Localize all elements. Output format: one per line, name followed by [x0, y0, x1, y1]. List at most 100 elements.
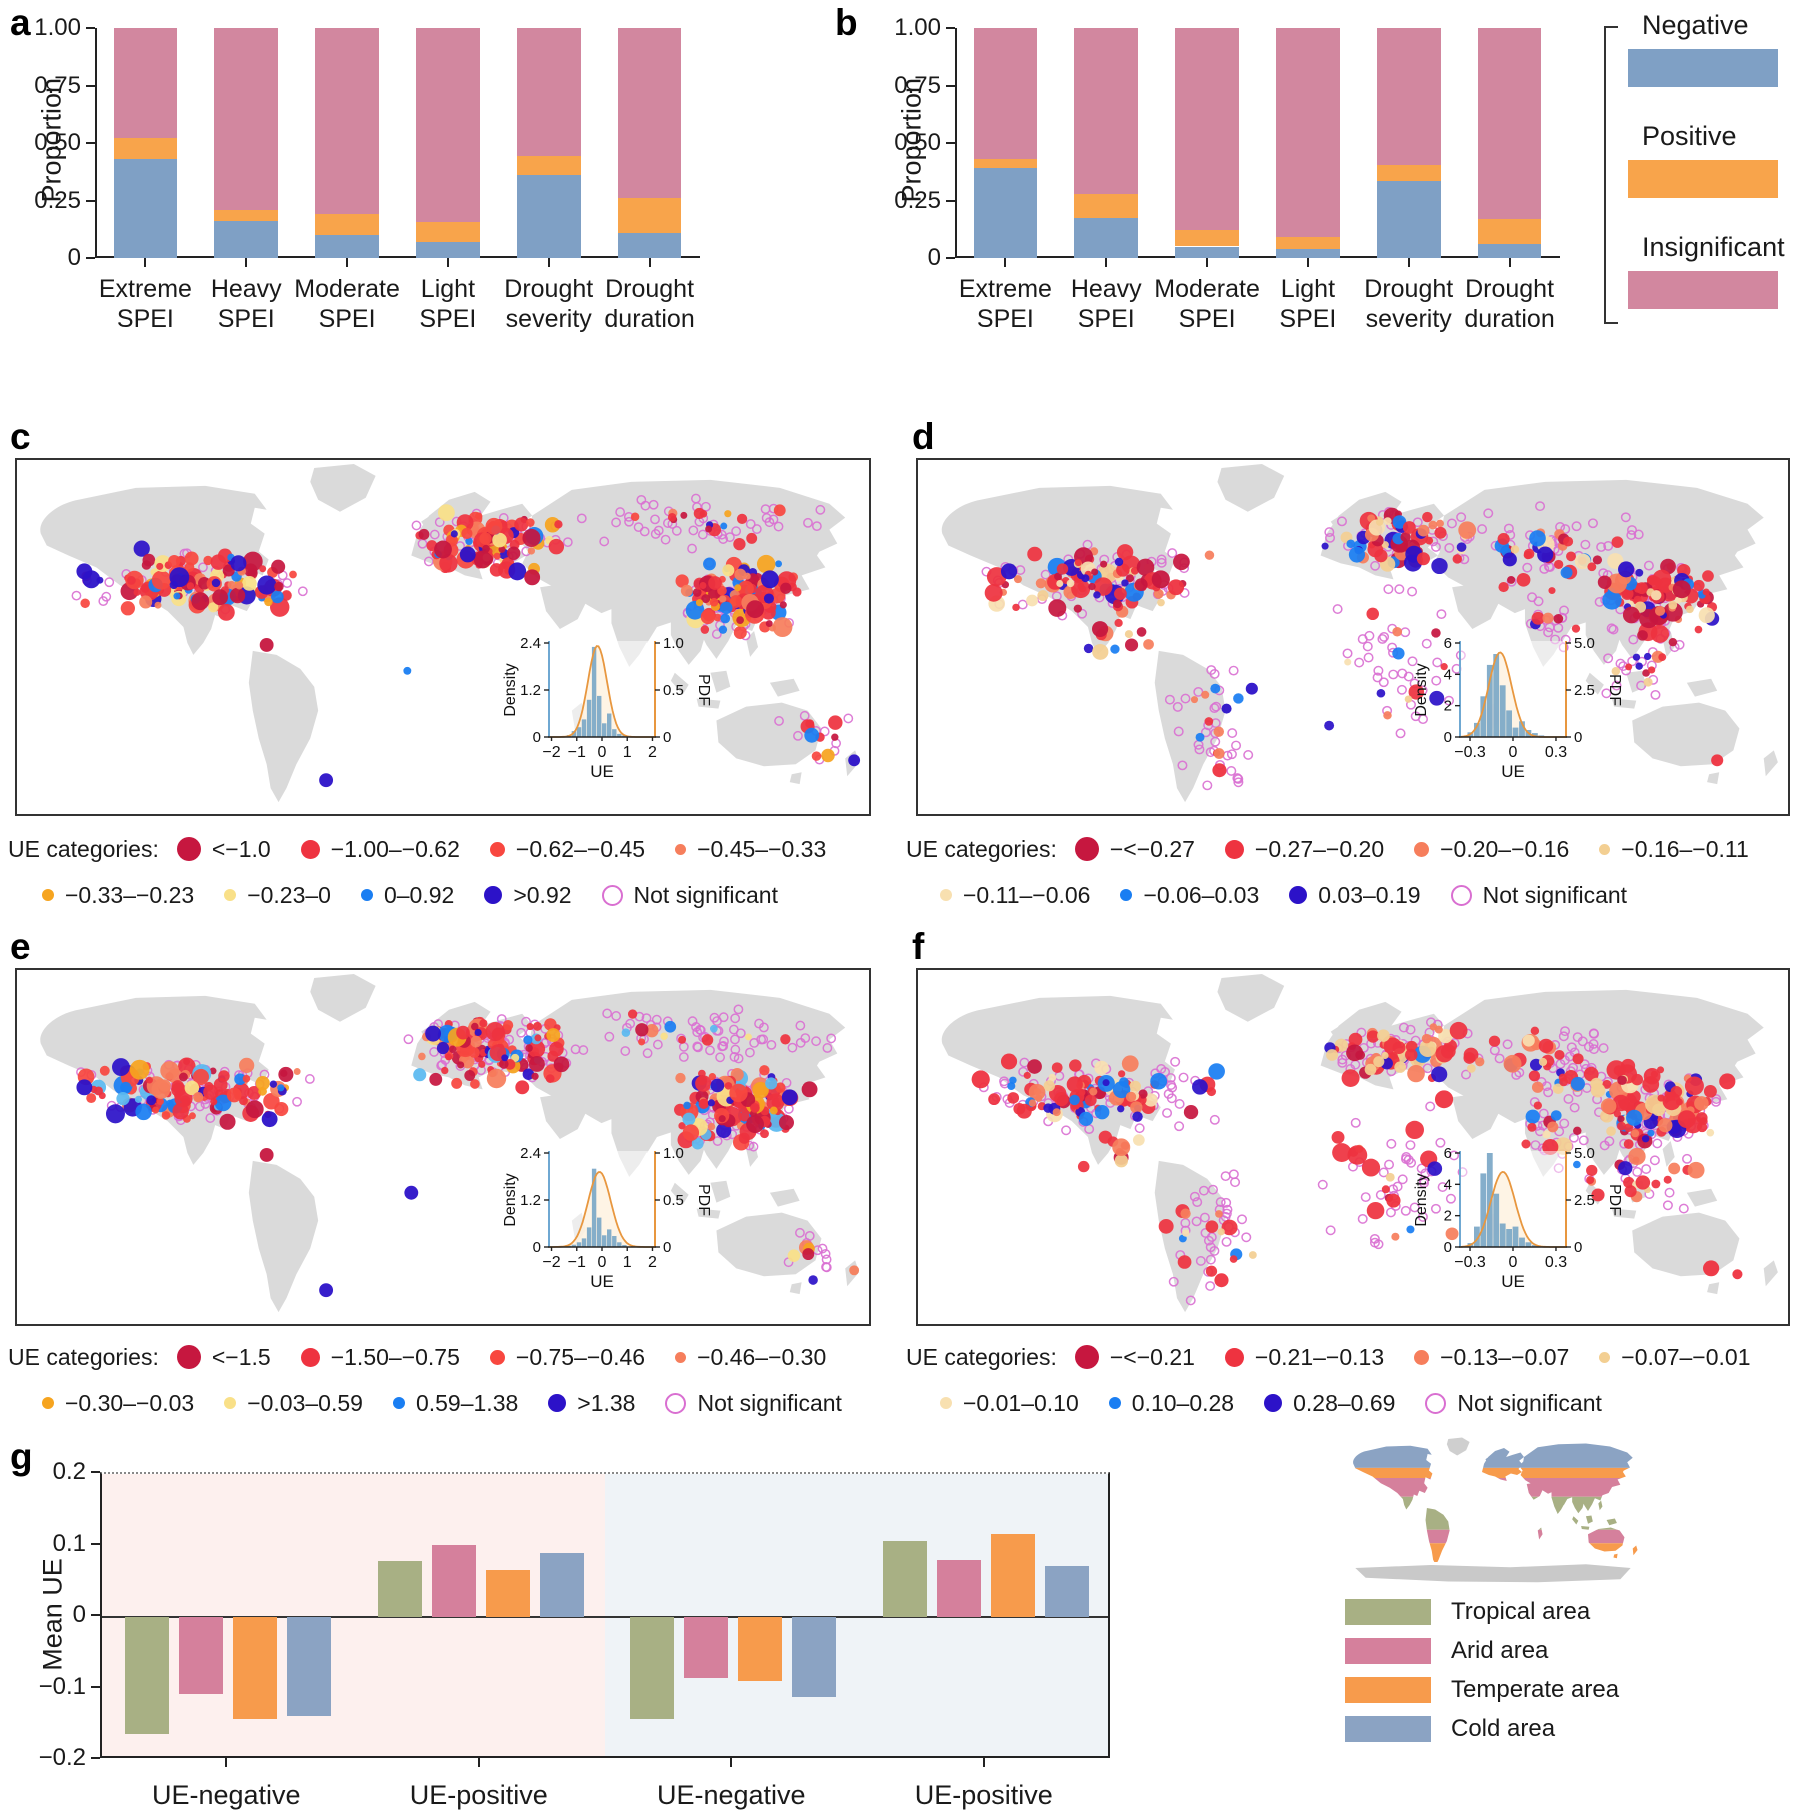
bar-segment-positive: [1074, 193, 1138, 218]
ue-marker: [660, 1032, 668, 1041]
bar-segment-positive: [516, 155, 581, 176]
left-tick-label: 6: [1444, 635, 1452, 652]
ue-marker: [1488, 1035, 1501, 1047]
continent-shape: [670, 672, 689, 695]
continent-shape: [769, 1188, 800, 1207]
x-tick-label: −2: [542, 744, 560, 761]
not-significant-marker: [1627, 656, 1638, 667]
not-significant-marker: [1324, 527, 1335, 538]
ue-marker: [1043, 1103, 1054, 1113]
ue-marker: [178, 1072, 188, 1082]
not-significant-marker: [1397, 1174, 1408, 1185]
not-significant-marker: [678, 1052, 689, 1062]
not-significant-marker: [688, 525, 699, 536]
ue-marker: [1324, 720, 1335, 731]
ue-marker: [457, 1061, 465, 1069]
continent-shape: [248, 650, 319, 803]
ue-marker: [247, 1086, 262, 1100]
not-significant-marker: [718, 534, 729, 544]
ue-marker: [1538, 1057, 1548, 1067]
climate-label: Arid area: [1451, 1637, 1549, 1664]
ue-marker: [1217, 1228, 1225, 1236]
ue-marker: [1210, 683, 1221, 694]
ue-marker: [1687, 1161, 1705, 1179]
not-significant-marker: [1397, 668, 1408, 679]
not-significant-marker: [751, 524, 762, 535]
group-bar-temperate: [990, 1534, 1035, 1617]
ue-marker: [1394, 1061, 1407, 1073]
ue-marker: [1078, 1111, 1094, 1126]
ue-marker: [527, 547, 536, 555]
climate-band: [1353, 1543, 1638, 1562]
histogram-bar: [1512, 1227, 1519, 1248]
ue-marker: [1635, 662, 1643, 670]
group-bar-temperate: [485, 1569, 530, 1617]
ue-marker: [525, 1044, 533, 1052]
group-bar-arid: [431, 1544, 476, 1617]
ue-marker: [1144, 1093, 1158, 1107]
not-significant-marker: [1170, 1056, 1181, 1067]
not-significant-marker: [198, 562, 208, 573]
ue-marker-large: [1677, 1110, 1696, 1129]
not-significant-marker: [1227, 728, 1238, 738]
y-tick-label: 0.75: [894, 71, 941, 99]
ue-marker-large: [1214, 1273, 1229, 1288]
ue-marker: [1658, 653, 1667, 661]
bar-segment-negative: [1376, 180, 1441, 258]
ue-marker: [1348, 546, 1366, 563]
ue-marker: [1381, 541, 1389, 549]
bar-segment-positive: [416, 222, 480, 242]
not-significant-marker: [1398, 1022, 1409, 1033]
legend-item-label: −<−0.21: [1109, 1343, 1195, 1370]
x-tick-mark: [144, 258, 147, 267]
bar-segment-insignificant: [973, 28, 1038, 160]
not-significant-marker: [652, 1039, 663, 1050]
x-group-label: UE-positive: [914, 1780, 1053, 1810]
ue-marker: [1573, 1126, 1582, 1135]
ue-marker: [188, 1112, 196, 1120]
x-category-label: Light SPEI: [419, 275, 477, 333]
ue-marker: [1602, 590, 1622, 610]
not-significant-marker: [625, 1018, 636, 1029]
not-significant-marker: [648, 499, 659, 510]
not-significant-marker: [1538, 1108, 1549, 1119]
not-significant-marker: [1325, 1225, 1336, 1236]
not-significant-marker: [717, 1041, 727, 1052]
legend-swatch: [1628, 271, 1778, 309]
legend-item-label: −0.01–0.10: [963, 1389, 1079, 1416]
category-dot-icon: [1120, 889, 1133, 901]
ue-marker: [172, 1102, 189, 1120]
ue-marker: [1617, 1075, 1627, 1086]
not-significant-marker: [1237, 1214, 1248, 1225]
ue-marker: [1631, 1129, 1640, 1138]
y-tick-label: 0.25: [34, 186, 81, 214]
left-tick-label: 2.4: [520, 635, 541, 652]
ue-marker: [1048, 599, 1067, 617]
ue-marker: [281, 590, 292, 601]
continent-shape: [1217, 973, 1285, 1022]
ue-marker: [779, 601, 787, 609]
not-significant-marker: [1378, 677, 1389, 688]
ue-marker: [1182, 1229, 1190, 1237]
group-bar-arid: [684, 1617, 729, 1678]
ue-marker: [526, 1023, 534, 1031]
ue-marker: [1647, 666, 1656, 674]
x-tick-label: 2: [648, 1254, 657, 1271]
category-dot-icon: [1414, 1349, 1430, 1365]
legend-item-label: 0.10–0.28: [1131, 1389, 1235, 1416]
not-significant-marker: [1649, 1155, 1660, 1166]
panel-label-d: d: [912, 416, 935, 457]
continent-shape: [696, 1208, 721, 1219]
ue-marker: [235, 581, 244, 590]
left-tick-label: 6: [1444, 1145, 1452, 1162]
x-category-label: Heavy SPEI: [210, 275, 282, 333]
ue-marker: [418, 528, 430, 540]
ue-marker: [1124, 638, 1139, 652]
map-panel-c: 0 1.2 2.4 0 0.5 1.0 −2 −1 0 1 2 Density PDF UE: [15, 458, 871, 816]
continent-shape: [746, 631, 759, 657]
ue-marker: [437, 504, 455, 522]
histogram-bar: [606, 713, 612, 738]
ue-marker-large: [191, 592, 210, 611]
not-significant-marker: [1354, 657, 1365, 668]
